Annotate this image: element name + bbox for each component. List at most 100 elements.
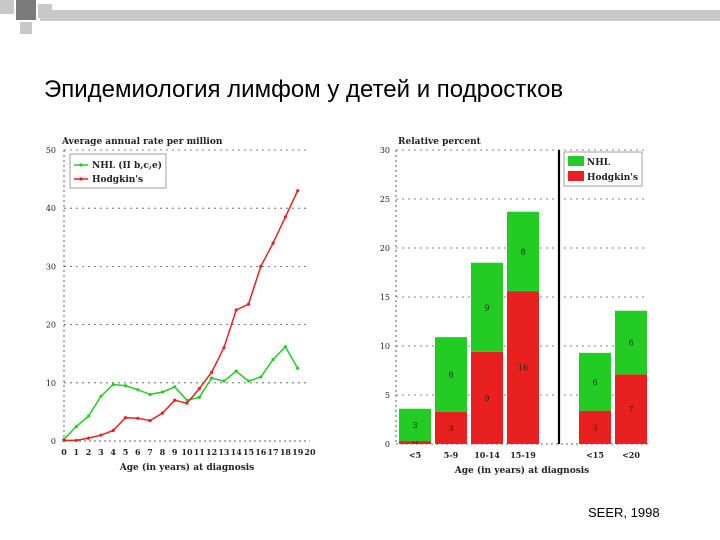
legend-box — [69, 153, 167, 189]
data-label: 3 — [592, 423, 597, 432]
data-label: 9 — [484, 303, 489, 312]
data-label: 0 — [412, 437, 417, 446]
data-point — [246, 302, 251, 306]
series-line-hodgkin — [64, 190, 299, 442]
data-point — [234, 308, 238, 312]
bar-segment-nhl — [579, 352, 611, 411]
x-tick-label: 5 — [123, 447, 129, 457]
data-point — [222, 346, 226, 350]
x-tick-label: 9 — [172, 447, 178, 457]
data-label: 3 — [448, 424, 453, 433]
data-point — [160, 390, 164, 394]
x-tick-label: <20 — [622, 450, 640, 460]
data-point — [99, 394, 103, 398]
bar-segment-nhl — [615, 310, 647, 375]
data-point — [296, 189, 300, 193]
data-point — [74, 438, 78, 443]
x-tick-label: 12 — [206, 447, 217, 457]
x-axis-label: Age (in years) at diagnosis — [119, 462, 255, 473]
y-tick-label: 0 — [385, 440, 390, 449]
data-point — [197, 387, 201, 391]
x-tick-label: 11 — [194, 447, 205, 457]
bar-segment-nhl — [435, 337, 467, 412]
series-line-nhl — [63, 345, 299, 440]
y-tick-label: 20 — [380, 244, 390, 253]
data-label: 16 — [518, 364, 528, 373]
data-point — [148, 392, 152, 397]
data-point — [173, 398, 177, 402]
x-tick-label: 15 — [243, 447, 254, 457]
legend-label: NHL — [587, 158, 611, 168]
data-point — [123, 416, 128, 420]
x-tick-label: 0 — [61, 447, 67, 457]
x-tick-label: 19 — [292, 447, 304, 457]
x-axis-label: Age (in years) at diagnosis — [454, 465, 590, 476]
y-tick-label: 10 — [46, 379, 56, 388]
x-tick-label: 10 — [181, 447, 193, 457]
x-tick-label: 8 — [160, 447, 166, 457]
x-tick-label: 1 — [74, 447, 80, 457]
data-label: 8 — [520, 247, 525, 256]
data-label: 6 — [592, 378, 597, 387]
y-tick-label: 20 — [46, 321, 56, 330]
bar-segment-hodgkin — [579, 410, 611, 444]
source-citation: SEER, 1998 — [588, 505, 660, 520]
bar-segment-hodgkin — [471, 351, 503, 444]
data-label: 7 — [628, 405, 633, 414]
data-point — [87, 414, 91, 418]
data-point — [210, 370, 214, 374]
x-tick-label: <15 — [586, 450, 604, 460]
x-tick-label: 2 — [86, 447, 92, 457]
data-label: 9 — [484, 394, 489, 403]
x-tick-label: 5-9 — [444, 450, 459, 460]
y-tick-label: 50 — [46, 146, 56, 155]
legend-swatch — [568, 171, 584, 181]
data-point — [62, 438, 66, 443]
x-tick-label: 10-14 — [474, 450, 500, 460]
y-tick-label: 30 — [380, 146, 390, 155]
corner-square — [38, 4, 52, 18]
legend-label: Hodgkin's — [587, 173, 638, 183]
y-tick-label: 10 — [380, 342, 390, 351]
data-point — [185, 398, 189, 402]
bar-segment-hodgkin — [615, 374, 647, 444]
y-tick-label: 15 — [380, 293, 390, 302]
legend-label: NHL (II b,c,e) — [92, 160, 162, 171]
corner-square — [16, 0, 36, 20]
bar-segment-nhl — [471, 262, 503, 352]
data-point — [222, 379, 226, 383]
data-point — [87, 436, 91, 440]
bar-segment-hodgkin — [399, 441, 431, 444]
data-point — [296, 366, 300, 370]
legend-marker — [79, 177, 83, 181]
y-tick-label: 0 — [51, 437, 56, 446]
x-tick-label: 20 — [304, 447, 316, 457]
data-point — [259, 264, 263, 268]
data-point — [148, 419, 152, 423]
data-point — [123, 384, 128, 388]
chart-title: Relative percent — [398, 137, 482, 147]
data-point — [234, 369, 238, 373]
data-label: 6 — [628, 339, 633, 348]
data-point — [246, 379, 251, 383]
data-point — [185, 401, 189, 405]
data-point — [210, 376, 214, 380]
corner-square — [20, 22, 32, 34]
data-point — [259, 375, 263, 379]
data-point — [271, 241, 275, 245]
data-point — [111, 428, 115, 433]
x-tick-label: 16 — [255, 447, 267, 457]
slide-title: Эпидемиология лимфом у детей и подростко… — [44, 76, 564, 103]
data-point — [283, 345, 287, 349]
line-chart: Average annual rate per million010203040… — [46, 137, 316, 473]
chart-title: Average annual rate per million — [61, 137, 223, 147]
data-point — [136, 388, 140, 392]
data-point — [160, 411, 164, 415]
data-label: 8 — [448, 370, 453, 379]
bar-segment-nhl — [507, 211, 539, 292]
x-tick-label: 6 — [135, 447, 141, 457]
bar-segment-hodgkin — [507, 291, 539, 444]
y-tick-label: 25 — [380, 195, 390, 204]
corner-band — [40, 10, 720, 21]
x-tick-label: 14 — [231, 447, 243, 457]
